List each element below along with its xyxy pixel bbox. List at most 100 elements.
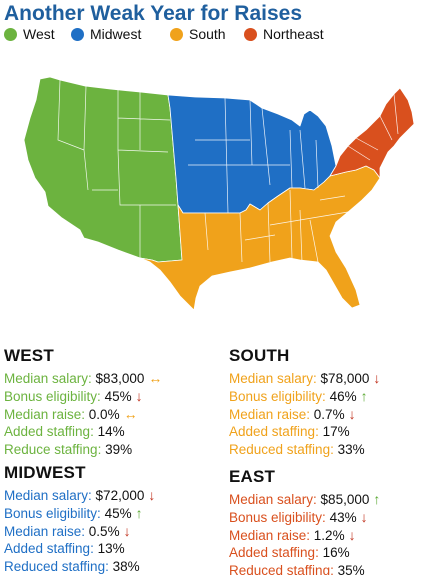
south-stat-row: Reduced staffing: 33%	[229, 441, 421, 459]
south-stat-value: 33%	[333, 442, 365, 457]
legend-item-west: West	[4, 25, 55, 43]
trend-down-icon: ↓	[348, 406, 356, 422]
west-stat-value: 0.0%	[85, 407, 120, 422]
midwest-stat-value: 13%	[93, 541, 125, 556]
trend-flat-icon: ↔	[123, 406, 138, 422]
west-stat-label: Median raise:	[4, 407, 86, 422]
map-legend: West Midwest South Northeast	[4, 25, 420, 43]
trend-up-icon: ↑	[135, 505, 143, 521]
west-stat-label: Median salary:	[4, 371, 92, 386]
region-northeast	[329, 87, 415, 179]
legend-label-south: South	[189, 26, 226, 42]
east-stat-row: Reduced staffing: 35%	[229, 562, 421, 575]
state-borders	[57, 79, 399, 263]
us-region-map	[23, 76, 415, 311]
south-stat-value: 17%	[318, 424, 350, 439]
south-stat-value: 0.7%	[310, 407, 345, 422]
legend-label-west: West	[23, 26, 55, 42]
south-stat-label: Reduced staffing:	[229, 442, 334, 457]
west-stat-label: Reduce staffing:	[4, 442, 102, 457]
midwest-stat-value: 38%	[108, 559, 140, 574]
midwest-stat-label: Added staffing:	[4, 541, 94, 556]
trend-up-icon: ↑	[360, 388, 368, 404]
panel-title-south: SOUTH	[229, 346, 290, 365]
east-stat-label: Median raise:	[229, 528, 311, 543]
midwest-stat-value: 0.5%	[85, 524, 120, 539]
west-stat-value: 39%	[101, 442, 133, 457]
trend-down-icon: ↓	[373, 370, 381, 386]
midwest-stat-row: Added staffing: 13%	[4, 540, 204, 558]
stats-south: Median salary: $78,000 ↓ Bonus eligibility…	[229, 369, 421, 459]
east-stat-value: 1.2%	[310, 528, 345, 543]
west-stat-value: 14%	[93, 424, 125, 439]
east-stat-value: 16%	[318, 545, 350, 560]
east-stat-row: Bonus eligibility: 43% ↓	[229, 508, 421, 526]
east-stat-label: Reduced staffing:	[229, 563, 334, 575]
south-stat-value: $78,000	[316, 371, 370, 386]
west-stat-row: Added staffing: 14%	[4, 423, 204, 441]
panel-title-midwest: MIDWEST	[4, 463, 86, 482]
stats-west: Median salary: $83,000 ↔ Bonus eligibility…	[4, 369, 204, 459]
midwest-stat-row: Reduced staffing: 38%	[4, 558, 204, 575]
trend-flat-icon: ↔	[148, 370, 163, 386]
west-stat-row: Reduce staffing: 39%	[4, 441, 204, 459]
south-stat-row: Added staffing: 17%	[229, 423, 421, 441]
west-stat-row: Median salary: $83,000 ↔	[4, 369, 204, 387]
midwest-stat-row: Bonus eligibility: 45% ↑	[4, 504, 204, 522]
east-stat-row: Median salary: $85,000 ↑	[229, 490, 421, 508]
south-stat-row: Median raise: 0.7% ↓	[229, 405, 421, 423]
trend-down-icon: ↓	[123, 523, 131, 539]
panel-title-west: WEST	[4, 346, 54, 365]
stats-east: Median salary: $85,000 ↑ Bonus eligibility…	[229, 490, 421, 575]
south-stat-label: Median raise:	[229, 407, 311, 422]
east-stat-value: 43%	[325, 510, 357, 525]
south-stat-row: Bonus eligibility: 46% ↑	[229, 387, 421, 405]
panel-midwest: MIDWEST Median salary: $72,000 ↓ Bonus eli…	[4, 463, 204, 575]
panel-title-east: EAST	[229, 467, 276, 486]
midwest-stat-value: $72,000	[91, 488, 145, 503]
west-stat-label: Added staffing:	[4, 424, 94, 439]
stats-midwest: Median salary: $72,000 ↓ Bonus eligibility…	[4, 486, 204, 575]
legend-label-northeast: Northeast	[263, 26, 324, 42]
legend-swatch-northeast	[244, 27, 257, 41]
south-stat-label: Added staffing:	[229, 424, 319, 439]
legend-swatch-midwest	[71, 27, 84, 41]
trend-down-icon: ↓	[348, 527, 356, 543]
south-stat-label: Bonus eligibility:	[229, 389, 326, 404]
east-stat-label: Median salary:	[229, 492, 317, 507]
panel-south: SOUTH Median salary: $78,000 ↓ Bonus eligi…	[229, 346, 421, 459]
region-south	[139, 165, 381, 311]
south-stat-value: 46%	[325, 389, 357, 404]
east-stat-value: $85,000	[316, 492, 370, 507]
trend-down-icon: ↓	[360, 509, 368, 525]
midwest-stat-value: 45%	[100, 506, 132, 521]
legend-item-midwest: Midwest	[71, 25, 141, 43]
page-title: Another Weak Year for Raises	[4, 2, 303, 25]
panel-west: WEST Median salary: $83,000 ↔ Bonus eligib…	[4, 346, 204, 459]
legend-swatch-west	[4, 27, 17, 41]
midwest-stat-label: Median raise:	[4, 524, 86, 539]
west-stat-row: Bonus eligibility: 45% ↓	[4, 387, 204, 405]
region-west	[23, 76, 183, 263]
midwest-stat-label: Bonus eligibility:	[4, 506, 101, 521]
legend-label-midwest: Midwest	[90, 26, 142, 42]
legend-item-south: South	[170, 25, 226, 43]
trend-down-icon: ↓	[148, 487, 156, 503]
midwest-stat-row: Median salary: $72,000 ↓	[4, 486, 204, 504]
south-stat-label: Median salary:	[229, 371, 317, 386]
east-stat-value: 35%	[333, 563, 365, 575]
west-stat-value: $83,000	[91, 371, 145, 386]
east-stat-row: Added staffing: 16%	[229, 544, 421, 562]
legend-swatch-south	[170, 27, 183, 41]
west-stat-label: Bonus eligibility:	[4, 389, 101, 404]
panel-east: EAST Median salary: $85,000 ↑ Bonus eligib…	[229, 467, 421, 575]
west-stat-value: 45%	[100, 389, 132, 404]
legend-item-northeast: Northeast	[244, 25, 324, 43]
midwest-stat-label: Reduced staffing:	[4, 559, 109, 574]
east-stat-row: Median raise: 1.2% ↓	[229, 526, 421, 544]
midwest-stat-label: Median salary:	[4, 488, 92, 503]
midwest-stat-row: Median raise: 0.5% ↓	[4, 522, 204, 540]
trend-up-icon: ↑	[373, 491, 381, 507]
east-stat-label: Bonus eligibility:	[229, 510, 326, 525]
trend-down-icon: ↓	[135, 388, 143, 404]
